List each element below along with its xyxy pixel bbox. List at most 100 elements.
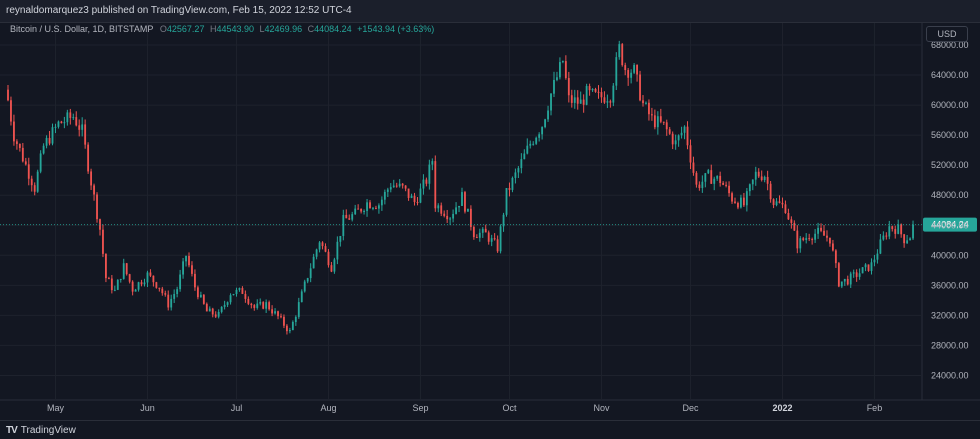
y-tick-label: 28000.00 <box>931 340 969 350</box>
candle-body <box>158 287 161 289</box>
candle-body <box>751 179 754 185</box>
candle-body <box>544 119 547 128</box>
candle-body <box>888 226 891 237</box>
candle-body <box>710 170 713 184</box>
candle-body <box>538 134 541 138</box>
candle-body <box>24 161 27 165</box>
candle-body <box>149 272 152 276</box>
candle-body <box>499 226 502 252</box>
candle-body <box>214 314 217 317</box>
candle-body <box>876 253 879 260</box>
close-value: 44084.24 <box>314 24 352 34</box>
candle-body <box>286 325 288 332</box>
candle-body <box>906 240 909 244</box>
candle-body <box>107 278 110 280</box>
candle-body <box>556 77 558 80</box>
candle-body <box>315 249 318 257</box>
candle-body <box>416 202 419 204</box>
candle-body <box>627 70 630 78</box>
candle-body <box>900 224 903 235</box>
candle-body <box>428 164 431 184</box>
candle-body <box>642 100 644 104</box>
candle-body <box>146 272 149 283</box>
y-tick-label: 60000.00 <box>931 100 969 110</box>
candle-body <box>54 126 57 128</box>
candle-body <box>339 235 342 242</box>
candle-body <box>110 278 113 291</box>
candle-body <box>520 159 523 169</box>
currency-button[interactable]: USD <box>926 26 968 42</box>
candle-body <box>202 294 205 304</box>
brand-label: TradingView <box>20 425 76 436</box>
candle-body <box>550 93 552 111</box>
candle-body <box>372 207 374 209</box>
candle-body <box>116 279 119 290</box>
candle-body <box>140 282 143 285</box>
candle-body <box>478 232 481 238</box>
candle-body <box>784 204 787 213</box>
y-tick-label: 40000.00 <box>931 250 969 260</box>
candle-body <box>559 62 561 78</box>
candle-body <box>226 302 229 305</box>
candle-body <box>10 100 12 122</box>
candle-body <box>87 144 90 172</box>
candle-body <box>57 121 60 127</box>
candle-body <box>823 230 825 236</box>
candle-body <box>585 86 588 105</box>
candle-body <box>277 311 279 317</box>
candle-body <box>137 282 140 290</box>
candle-body <box>826 235 828 238</box>
candle-body <box>259 302 262 304</box>
candle-body <box>312 256 315 269</box>
candle-body <box>698 184 701 189</box>
candle-body <box>526 145 529 154</box>
open-label: O <box>159 24 167 34</box>
candle-body <box>336 241 339 260</box>
candle-body <box>7 89 9 101</box>
candle-body <box>781 202 784 205</box>
candle-body <box>21 147 24 162</box>
candle-body <box>262 302 265 309</box>
candle-body <box>407 188 410 198</box>
candle-body <box>609 101 612 103</box>
candle-body <box>232 294 235 296</box>
candle-body <box>734 201 736 203</box>
candle-body <box>42 145 45 154</box>
candle-body <box>695 172 698 185</box>
candle-body <box>309 268 312 279</box>
candle-body <box>535 137 538 144</box>
candle-body <box>366 202 368 211</box>
candle-body <box>434 161 437 209</box>
candle-body <box>511 177 514 190</box>
high-label: H <box>209 24 217 34</box>
time-axis[interactable]: May Jun Jul Aug Sep Oct Nov Dec 2022 Feb <box>47 403 882 413</box>
price-axis[interactable]: 24000.00 28000.00 32000.00 36000.00 40000.00… <box>931 40 969 380</box>
candle-body <box>15 141 18 144</box>
candle-body <box>36 171 39 192</box>
high-value: 44543.90 <box>216 24 255 34</box>
candle-body <box>523 153 526 160</box>
candle-body <box>490 238 493 242</box>
low-label: L <box>259 24 265 34</box>
candle-body <box>45 137 48 146</box>
candle-body <box>360 208 363 212</box>
candle-body <box>60 121 63 124</box>
candle-body <box>573 97 576 103</box>
candle-body <box>330 265 333 272</box>
publish-info: reynaldomarquez3 published on TradingVie… <box>6 5 352 16</box>
candle-body <box>754 171 757 180</box>
candle-body <box>363 210 365 212</box>
candle-body <box>271 309 274 314</box>
candle-body <box>191 265 193 274</box>
candle-body <box>321 242 324 247</box>
candle-body <box>852 272 855 274</box>
candle-body <box>689 145 692 163</box>
candle-body <box>128 274 131 282</box>
candle-body <box>701 181 704 189</box>
candle-body <box>873 259 876 263</box>
y-tick-label: 24000.00 <box>931 370 969 380</box>
candle-body <box>793 222 796 231</box>
tradingview-logo[interactable]: TV TradingView <box>6 425 76 436</box>
candle-body <box>48 137 51 144</box>
